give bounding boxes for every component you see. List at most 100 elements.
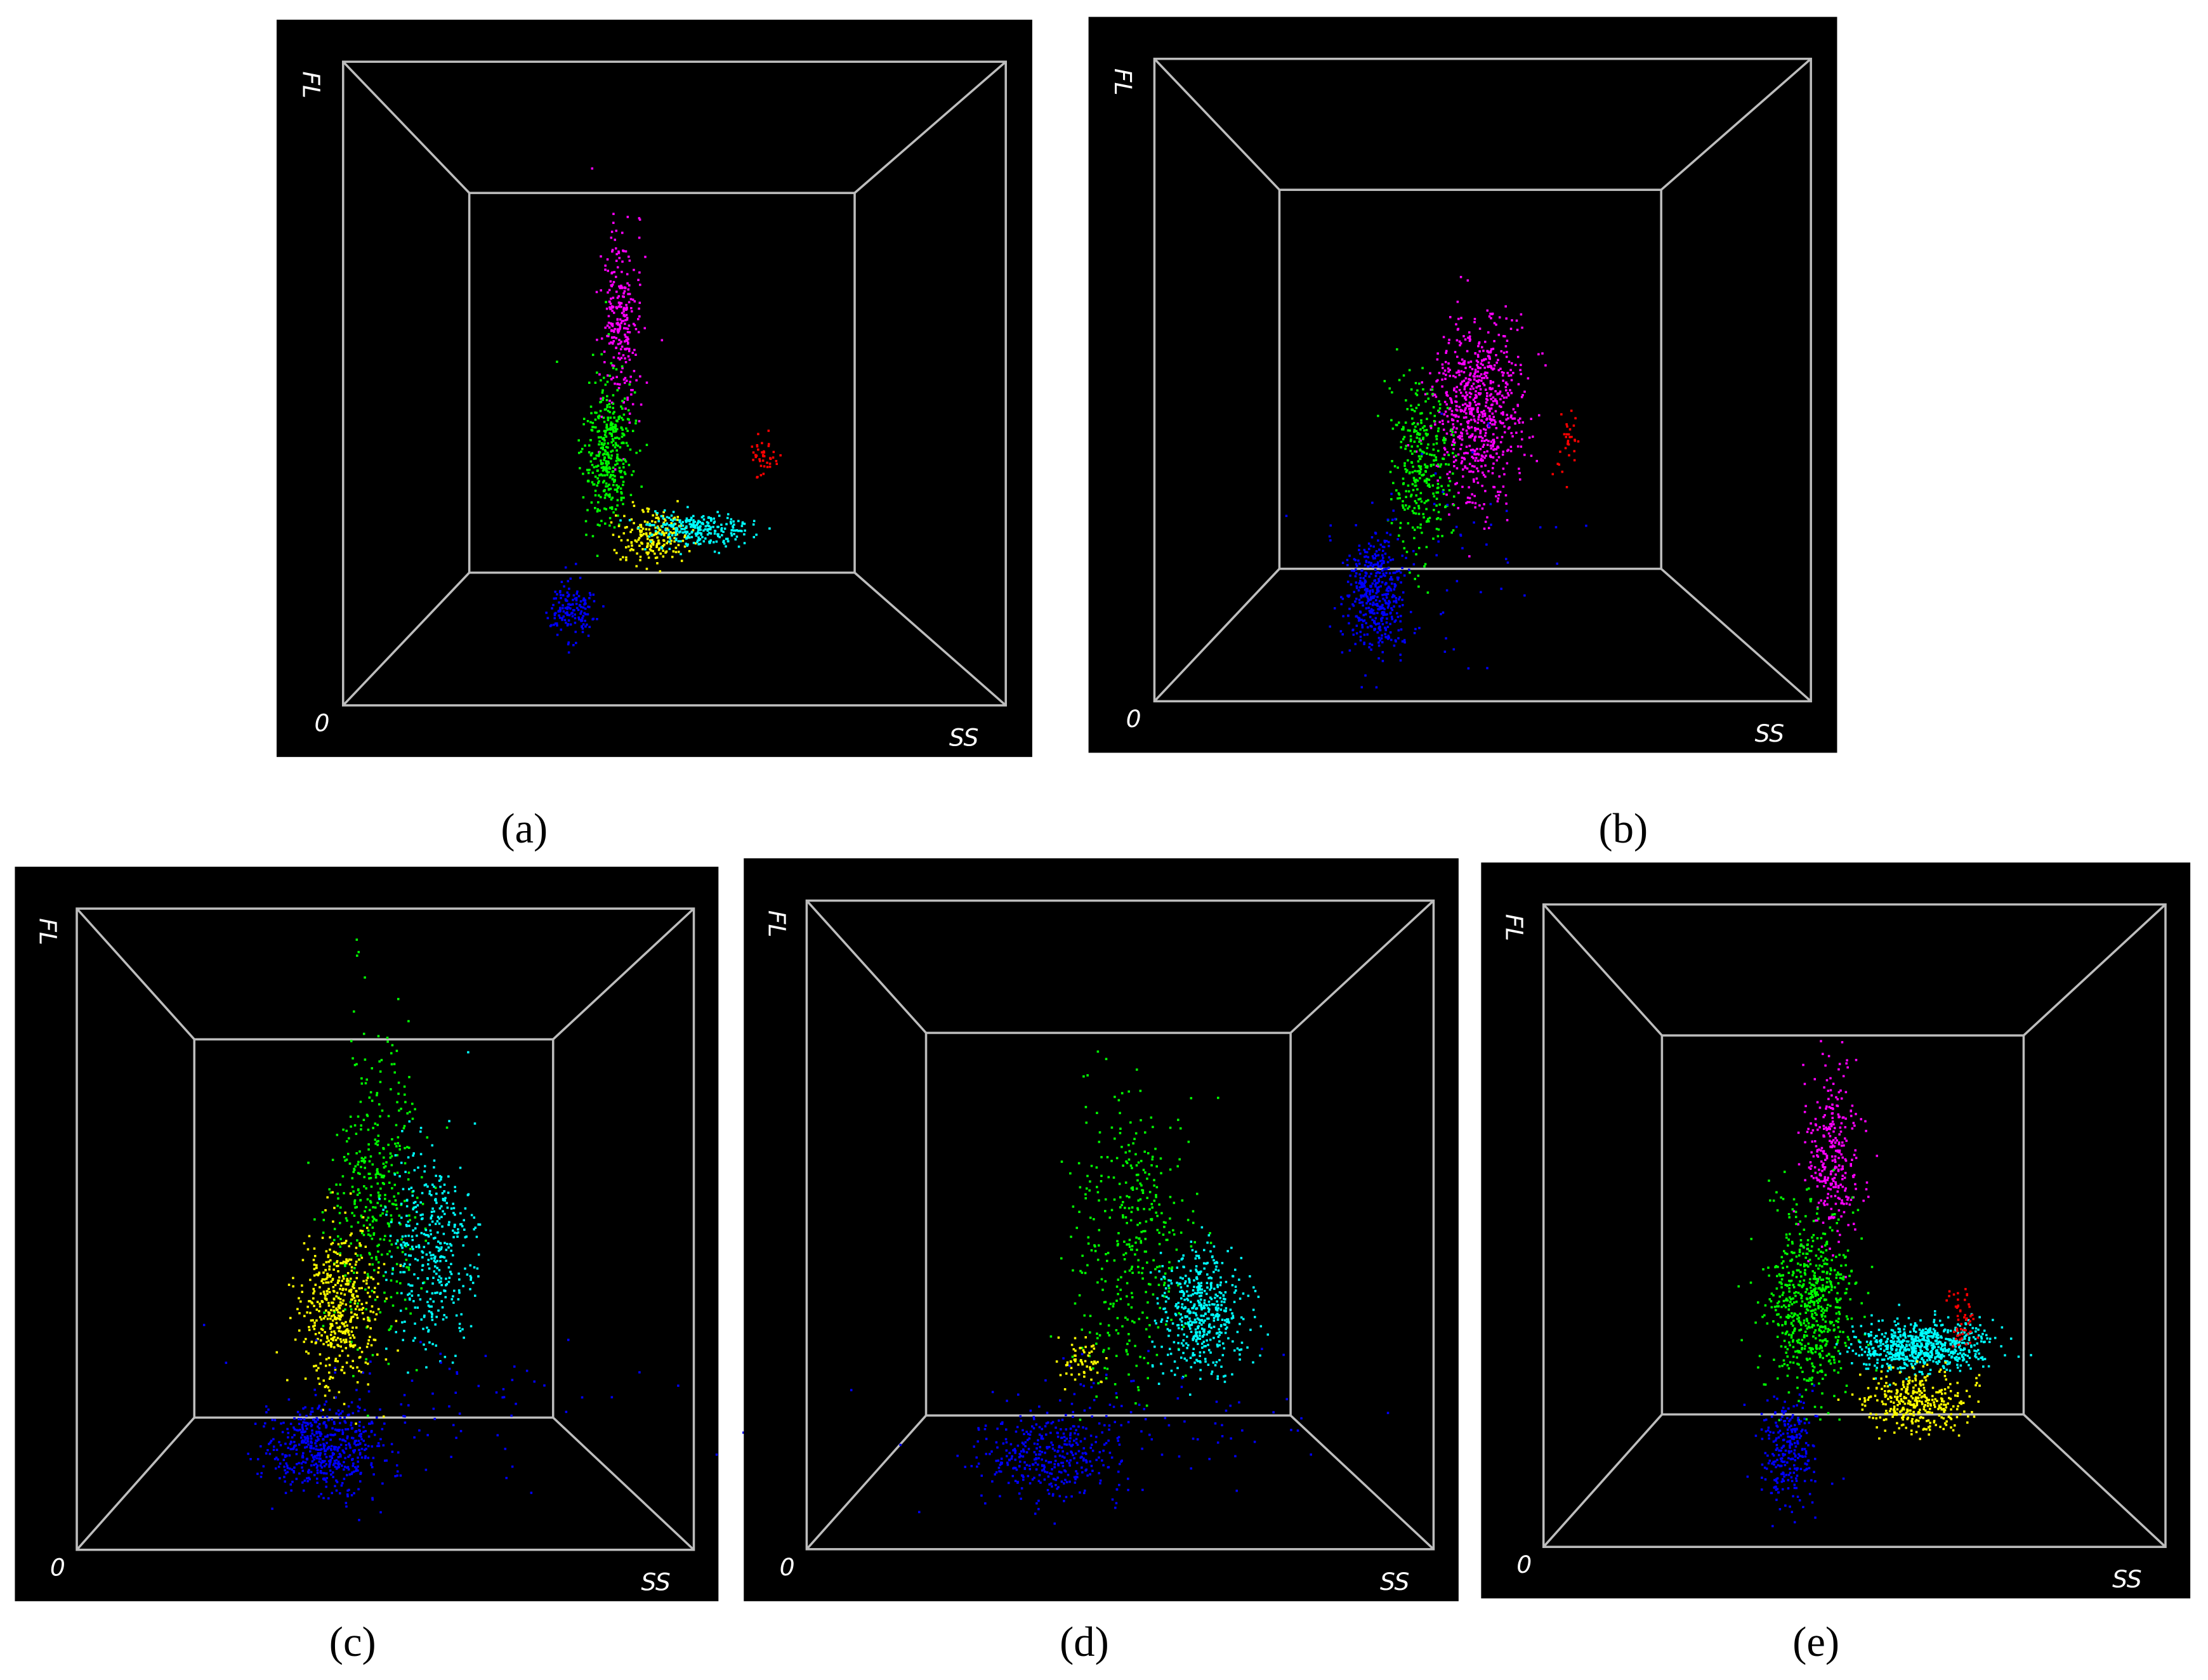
event-dot [362, 1426, 365, 1429]
event-dot [285, 1454, 288, 1457]
event-dot [266, 1448, 269, 1452]
event-dot [353, 1442, 356, 1445]
event-dot [616, 266, 619, 269]
event-dot [431, 1392, 434, 1395]
event-dot [331, 1427, 334, 1430]
event-dot [434, 1223, 437, 1225]
event-dot [1461, 456, 1464, 459]
event-dot [617, 305, 621, 308]
event-dot [614, 508, 617, 511]
event-dot [365, 1205, 367, 1209]
event-dot [1468, 470, 1471, 473]
event-dot [350, 1493, 353, 1497]
event-dot [1421, 474, 1423, 476]
event-dot [387, 1115, 390, 1117]
event-dot [1445, 463, 1447, 466]
event-dot [371, 1067, 374, 1070]
event-dot [1397, 576, 1400, 579]
event-dot [730, 532, 733, 535]
event-dot [707, 516, 711, 519]
event-dot [606, 463, 608, 466]
event-dot [360, 1128, 362, 1131]
event-dot [637, 527, 640, 529]
event-dot [640, 530, 642, 532]
event-dot [341, 1429, 344, 1431]
event-dot [1407, 484, 1410, 487]
event-dot [1386, 613, 1388, 616]
event-dot [429, 1229, 432, 1232]
event-dot [1467, 361, 1470, 364]
event-dot [1146, 1316, 1148, 1319]
event-dot [569, 603, 572, 607]
y-axis-label: FL [1109, 69, 1137, 96]
event-dot [401, 1250, 404, 1254]
event-dot [1079, 1419, 1082, 1421]
event-dot [304, 1406, 306, 1408]
event-dot [320, 1327, 323, 1330]
event-dot [706, 521, 709, 523]
event-dot [647, 556, 650, 559]
event-dot [622, 249, 624, 252]
event-dot [1383, 599, 1386, 602]
event-dot [620, 459, 623, 462]
event-dot [397, 1093, 400, 1095]
event-dot [1478, 342, 1480, 345]
event-dot [699, 526, 701, 529]
event-dot [1333, 607, 1336, 610]
event-dot [1427, 443, 1429, 446]
event-dot [428, 1310, 431, 1313]
event-dot [389, 1152, 392, 1155]
event-dot [1483, 456, 1486, 459]
event-dot [1472, 478, 1475, 481]
event-dot [1130, 1292, 1133, 1294]
event-dot [686, 520, 689, 522]
event-dot [318, 1309, 320, 1313]
event-dot [720, 523, 723, 526]
event-dot [351, 1177, 354, 1179]
event-dot [693, 520, 697, 523]
event-dot [1105, 1058, 1108, 1060]
event-dot [657, 516, 659, 519]
event-dot [362, 1032, 365, 1035]
event-dot [650, 549, 653, 552]
event-dot [1544, 364, 1547, 367]
event-dot [386, 1036, 389, 1039]
event-dot [610, 305, 614, 308]
event-dot [1457, 371, 1460, 374]
event-dot [425, 1366, 428, 1368]
event-dot [332, 1285, 335, 1289]
event-dot [390, 1218, 393, 1221]
event-dot [350, 1341, 353, 1343]
event-dot [440, 1178, 442, 1181]
event-dot [353, 1200, 356, 1203]
event-dot [332, 1297, 336, 1300]
event-dot [390, 1296, 393, 1299]
event-dot [362, 1431, 365, 1433]
event-dot [560, 628, 563, 631]
event-dot [598, 443, 600, 446]
event-dot [1495, 400, 1498, 403]
event-dot [331, 1323, 333, 1325]
event-dot [334, 1251, 338, 1254]
event-dot [600, 473, 603, 476]
event-dot [327, 1311, 330, 1314]
event-dot [1409, 440, 1412, 443]
event-dot [412, 1190, 415, 1193]
event-dot [572, 594, 575, 597]
event-dot [1363, 583, 1365, 586]
event-dot [426, 1263, 430, 1266]
event-dot [307, 1443, 310, 1446]
event-dot [1453, 464, 1456, 468]
event-dot [1377, 589, 1380, 593]
event-dot [1403, 435, 1406, 438]
event-dot [615, 253, 618, 256]
event-dot [1369, 596, 1372, 599]
event-dot [622, 483, 624, 487]
event-dot [629, 381, 631, 383]
event-dot [1361, 601, 1364, 604]
event-dot [400, 1202, 403, 1205]
event-dot [583, 603, 586, 606]
event-dot [595, 465, 598, 468]
event-dot [339, 1238, 342, 1240]
event-dot [1413, 428, 1416, 431]
